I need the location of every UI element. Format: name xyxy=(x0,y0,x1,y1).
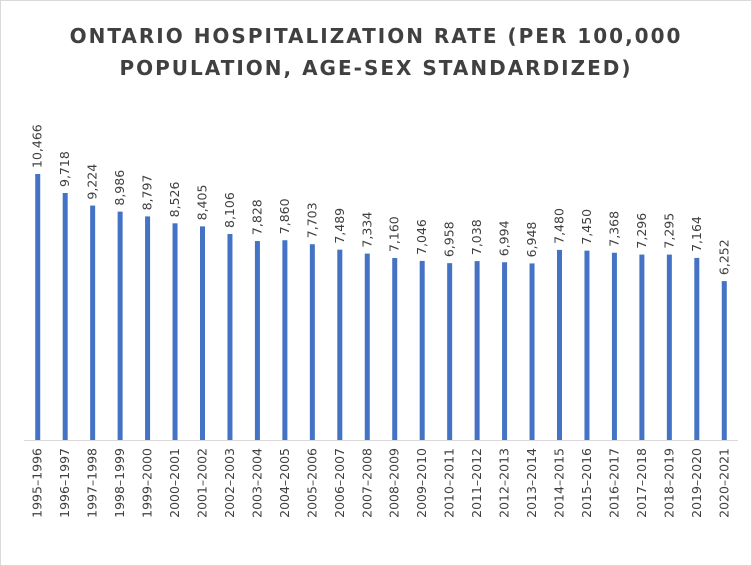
bar-2008–2009 xyxy=(392,258,398,440)
bar-2004–2005 xyxy=(282,240,288,440)
x-tick-label: 2001–2002 xyxy=(195,448,210,518)
x-tick-label: 2014–2015 xyxy=(552,448,567,518)
data-labels: 10,466 9,718 9,224 8,986 8,797 8,526 8,405 8,10… xyxy=(30,124,732,275)
data-label: 9,718 xyxy=(57,151,72,187)
x-tick-label: 2005–2006 xyxy=(304,448,319,518)
bar-2015–2016 xyxy=(584,250,590,440)
x-tick-label: 2002–2003 xyxy=(222,448,237,518)
data-label: 6,994 xyxy=(497,220,512,256)
x-tick-label: 1997–1998 xyxy=(85,448,100,518)
data-label: 7,164 xyxy=(689,216,704,252)
x-tick-label: 2007–2008 xyxy=(359,448,374,518)
bar-1997–1998 xyxy=(90,205,96,440)
x-tick-labels: 1995–1996 1996–1997 1997–1998 1998–1999 1999… xyxy=(30,448,732,518)
x-tick-label: 2000–2001 xyxy=(167,448,182,518)
data-label: 7,828 xyxy=(249,199,264,235)
bar-2012–2013 xyxy=(502,262,508,440)
bar-2001–2002 xyxy=(200,226,205,440)
x-tick-label: 2009–2010 xyxy=(414,448,429,518)
bar-1998–1999 xyxy=(117,211,123,440)
bar-2010–2011 xyxy=(447,263,453,440)
bar-2000–2001 xyxy=(172,223,178,440)
bar-1999–2000 xyxy=(145,216,151,440)
data-label: 7,450 xyxy=(579,209,594,245)
x-tick-label: 2015–2016 xyxy=(579,448,594,518)
x-tick-label: 1998–1999 xyxy=(112,448,127,518)
x-tick-label: 2008–2009 xyxy=(387,448,402,518)
x-tick-label: 2003–2004 xyxy=(249,448,264,518)
data-label: 7,489 xyxy=(332,208,347,244)
bar-2002–2003 xyxy=(227,233,233,440)
x-tick-label: 2012–2013 xyxy=(497,448,512,518)
x-tick-label: 2017–2018 xyxy=(634,448,649,518)
bar-2005–2006 xyxy=(309,244,315,440)
data-label: 7,296 xyxy=(634,213,649,249)
x-tick-label: 2011–2012 xyxy=(469,448,484,518)
x-tick-label: 1996–1997 xyxy=(57,448,72,518)
bar-2003–2004 xyxy=(254,241,260,440)
bar-2019–2020 xyxy=(694,257,700,440)
bar-2017–2018 xyxy=(639,254,645,440)
data-label: 6,948 xyxy=(524,222,539,258)
x-tick-label: 2019–2020 xyxy=(689,448,704,518)
bar-2009–2010 xyxy=(419,260,425,440)
data-label: 7,860 xyxy=(277,198,292,234)
data-label: 10,466 xyxy=(30,124,45,168)
bar-2014–2015 xyxy=(557,249,562,440)
data-label: 7,480 xyxy=(552,208,567,244)
x-tick-label: 2020–2021 xyxy=(716,448,731,518)
bar-1995–1996 xyxy=(35,174,41,440)
data-label: 7,046 xyxy=(414,219,429,255)
bar-2016–2017 xyxy=(611,252,617,440)
x-tick-label: 2016–2017 xyxy=(606,448,621,518)
x-tick-label: 2006–2007 xyxy=(332,448,347,518)
data-label: 8,405 xyxy=(195,185,210,221)
data-label: 7,038 xyxy=(469,219,484,255)
bar-2018–2019 xyxy=(666,254,672,440)
data-label: 7,334 xyxy=(359,212,374,248)
bar-2011–2012 xyxy=(474,261,480,440)
data-label: 6,958 xyxy=(442,221,457,257)
bar-2006–2007 xyxy=(337,249,343,440)
x-tick-label: 2018–2019 xyxy=(661,448,676,518)
data-label: 8,797 xyxy=(140,175,155,211)
x-tick-label: 2010–2011 xyxy=(442,448,457,518)
bar-1996–1997 xyxy=(62,193,68,440)
bar-2007–2008 xyxy=(364,253,370,440)
data-label: 8,106 xyxy=(222,192,237,228)
data-label: 7,295 xyxy=(661,213,676,249)
bar-2020–2021 xyxy=(721,281,727,440)
data-label: 8,526 xyxy=(167,181,182,217)
chart-title: ONTARIO HOSPITALIZATION RATE (PER 100,00… xyxy=(69,24,683,80)
x-tick-label: 2004–2005 xyxy=(277,448,292,518)
data-label: 8,986 xyxy=(112,170,127,206)
data-label: 7,368 xyxy=(606,211,621,247)
data-label: 7,703 xyxy=(304,202,319,238)
bar-series xyxy=(35,174,727,440)
data-label: 7,160 xyxy=(387,216,402,252)
data-label: 9,224 xyxy=(85,164,100,200)
bar-2013–2014 xyxy=(529,263,535,440)
data-label: 6,252 xyxy=(716,239,731,275)
x-tick-label: 2013–2014 xyxy=(524,448,539,518)
x-tick-label: 1995–1996 xyxy=(30,448,45,518)
x-tick-label: 1999–2000 xyxy=(140,448,155,518)
